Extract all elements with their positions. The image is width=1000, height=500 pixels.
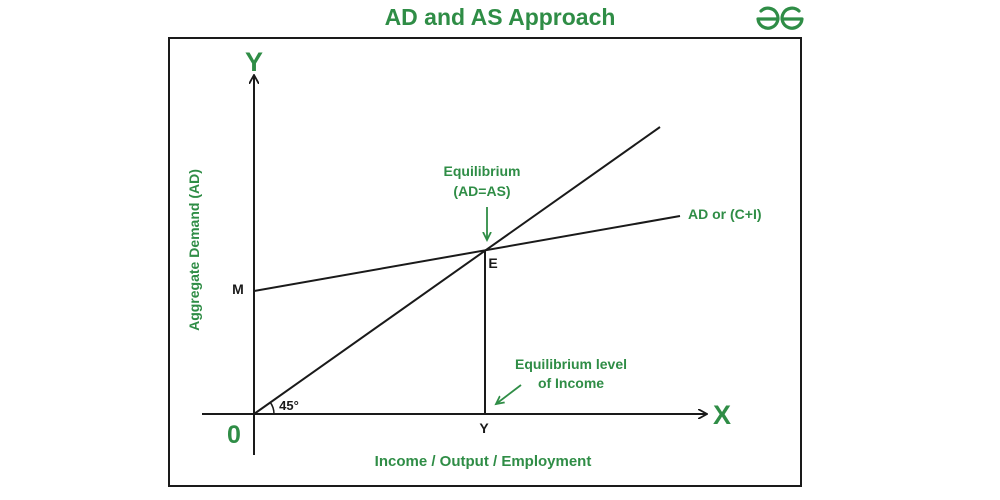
x-axis-letter: X [713,400,731,430]
angle-label: 45° [279,398,299,413]
income-arrow [496,384,522,404]
equilibrium-label-line2: (AD=AS) [453,183,510,199]
page-title: AD and AS Approach [384,4,616,30]
y-axis-label: Aggregate Demand (AD) [186,169,202,331]
forty-five-degree-line [253,126,661,415]
origin-label: 0 [227,421,241,449]
y-point-label: Y [479,420,489,436]
equilibrium-label-line1: Equilibrium [444,163,521,179]
diagram-frame [168,37,802,487]
angle-arc [269,401,275,415]
x-axis-label: Income / Output / Employment [375,453,592,470]
ad-line-label: AD or (C+I) [688,206,762,222]
income-label-line1: Equilibrium level [515,356,627,372]
income-label-line2: of Income [538,375,604,391]
m-point-label: M [232,281,244,297]
ad-line [253,215,681,292]
y-axis-letter: Y [245,47,263,77]
e-point-label: E [488,255,497,271]
geeksforgeeks-logo-icon [756,6,804,30]
